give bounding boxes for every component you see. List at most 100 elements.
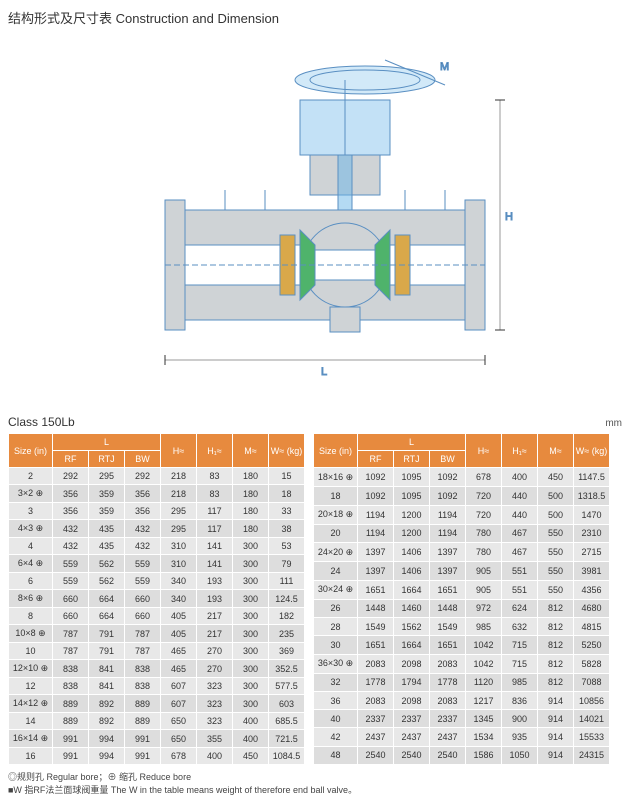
table-cell: 180	[233, 485, 269, 503]
table-cell: 10856	[574, 692, 610, 710]
table-cell: 405	[161, 608, 197, 625]
table-cell: 6	[9, 573, 53, 590]
th-bw: BW	[430, 451, 466, 468]
table-cell: 38	[269, 520, 305, 538]
th-rtj: RTJ	[89, 451, 125, 468]
table-cell: 16	[9, 748, 53, 765]
table-cell: 24	[314, 562, 358, 580]
table-cell: 124.5	[269, 590, 305, 608]
table-cell: 440	[502, 505, 538, 524]
table-cell: 1200	[394, 524, 430, 542]
table-cell: 650	[161, 730, 197, 748]
table-cell: 217	[197, 608, 233, 625]
table-cell: 295	[161, 503, 197, 520]
table-cell: 400	[233, 730, 269, 748]
table-row: 14×12 ⊕889892889607323300603	[9, 695, 305, 713]
table-row: 14889892889650323400685.5	[9, 713, 305, 730]
table-cell: 83	[197, 468, 233, 485]
dim-m: M	[440, 61, 449, 73]
table-row: 6×4 ⊕55956255931014130079	[9, 555, 305, 573]
table-cell: 812	[538, 654, 574, 673]
table-cell: 914	[538, 746, 574, 764]
table-cell: 550	[538, 524, 574, 542]
table-cell: 42	[314, 728, 358, 746]
table-row: 22922952922188318015	[9, 468, 305, 485]
dim-l: L	[321, 366, 327, 378]
th-w: W≈ (kg)	[269, 434, 305, 468]
table-cell: 780	[466, 524, 502, 542]
table-cell: 15533	[574, 728, 610, 746]
table-cell: 310	[161, 538, 197, 555]
table-cell: 603	[269, 695, 305, 713]
table-cell: 1651	[358, 580, 394, 599]
table-cell: 559	[53, 573, 89, 590]
table-cell: 550	[538, 580, 574, 599]
table-cell: 3981	[574, 562, 610, 580]
table-cell: 24315	[574, 746, 610, 764]
table-cell: 270	[197, 643, 233, 660]
th-h1: H₁≈	[197, 434, 233, 468]
table-cell: 4356	[574, 580, 610, 599]
table-cell: 720	[466, 505, 502, 524]
table-left: Size (in) L H≈ H₁≈ M≈ W≈ (kg) RF RTJ BW …	[8, 433, 305, 765]
table-cell: 36	[314, 692, 358, 710]
table-cell: 10×8 ⊕	[9, 625, 53, 643]
table-cell: 3×2 ⊕	[9, 485, 53, 503]
table-cell: 180	[233, 468, 269, 485]
table-cell: 4815	[574, 618, 610, 636]
table-cell: 1406	[394, 562, 430, 580]
table-cell: 2337	[358, 710, 394, 728]
table-cell: 914	[538, 692, 574, 710]
table-cell: 2083	[430, 692, 466, 710]
table-cell: 2083	[358, 654, 394, 673]
table-cell: 2098	[394, 692, 430, 710]
table-row: 3217781794177811209858127088	[314, 673, 610, 691]
table-cell: 2310	[574, 524, 610, 542]
table-cell: 1470	[574, 505, 610, 524]
table-cell: 780	[466, 543, 502, 562]
table-cell: 2540	[430, 746, 466, 764]
table-cell: 1050	[502, 746, 538, 764]
table-cell: 914	[538, 728, 574, 746]
table-cell: 340	[161, 590, 197, 608]
table-row: 10×8 ⊕787791787405217300235	[9, 625, 305, 643]
table-cell: 1778	[358, 673, 394, 691]
table-cell: 356	[125, 485, 161, 503]
unit-label: mm	[605, 418, 622, 429]
table-row: 20×18 ⊕1194120011947204405001470	[314, 505, 610, 524]
table-cell: 1318.5	[574, 487, 610, 505]
table-cell: 685.5	[269, 713, 305, 730]
th-l: L	[358, 434, 466, 451]
table-row: 482540254025401586105091424315	[314, 746, 610, 764]
table-row: 12×10 ⊕838841838465270300352.5	[9, 660, 305, 678]
table-cell: 356	[125, 503, 161, 520]
table-cell: 550	[538, 543, 574, 562]
table-row: 261448146014489726248124680	[314, 599, 610, 617]
table-cell: 838	[53, 660, 89, 678]
table-cell: 2083	[430, 654, 466, 673]
valve-diagram: M H L	[8, 35, 622, 405]
th-l: L	[53, 434, 161, 451]
table-row: 8×6 ⊕660664660340193300124.5	[9, 590, 305, 608]
table-row: 10787791787465270300369	[9, 643, 305, 660]
table-cell: 355	[197, 730, 233, 748]
table-cell: 2337	[394, 710, 430, 728]
table-row: 8660664660405217300182	[9, 608, 305, 625]
table-cell: 300	[233, 643, 269, 660]
table-row: 36208320982083121783691410856	[314, 692, 610, 710]
table-cell: 356	[53, 485, 89, 503]
table-cell: 218	[161, 468, 197, 485]
table-cell: 994	[89, 748, 125, 765]
table-cell: 562	[89, 555, 125, 573]
table-cell: 467	[502, 524, 538, 542]
table-cell: 235	[269, 625, 305, 643]
table-cell: 1651	[430, 636, 466, 654]
table-cell: 838	[125, 678, 161, 695]
table-cell: 14×12 ⊕	[9, 695, 53, 713]
table-cell: 117	[197, 520, 233, 538]
table-cell: 435	[89, 538, 125, 555]
table-cell: 18	[314, 487, 358, 505]
table-cell: 359	[89, 503, 125, 520]
note-2: ■W 指RF法兰面球阀重量 The W in the table means w…	[8, 784, 622, 797]
dim-h: H	[505, 211, 513, 223]
